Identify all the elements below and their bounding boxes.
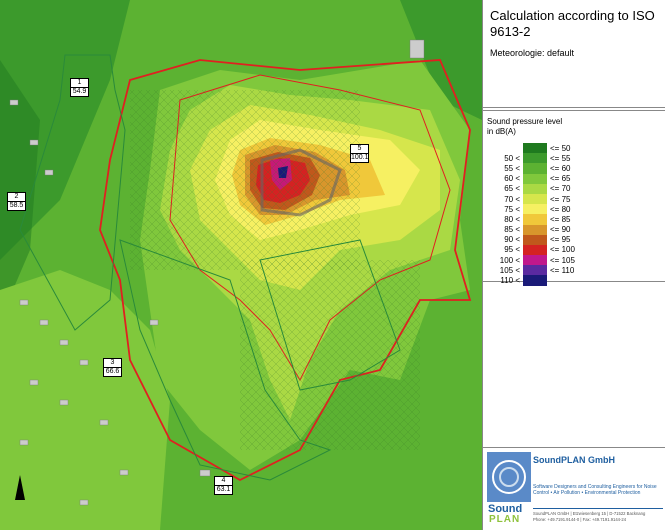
legend-swatch [523,214,547,225]
receiver-label: 4 63.1 [214,476,233,495]
title-box: Calculation according to ISO 9613-2 Mete… [483,0,665,108]
side-panel: Calculation according to ISO 9613-2 Mete… [482,0,665,530]
receiver-level: 58.5 [9,202,24,209]
legend-upper: <= 50 [550,143,571,153]
legend-row: 90 < <= 95 [487,234,661,245]
legend-swatch [523,183,547,194]
legend-lower: 50 < [504,153,520,163]
receiver-level: 54.9 [72,88,87,95]
legend-row: 65 < <= 70 [487,183,661,194]
legend-row: 70 < <= 75 [487,193,661,205]
legend-swatch [523,193,547,205]
legend-swatch [523,275,547,286]
logo-icon [487,452,531,502]
receiver-id: 3 [104,359,121,368]
legend-swatch [523,224,547,235]
receiver-level: 100.1 [351,154,369,161]
legend-lower: 60 < [504,174,520,184]
company-address: SoundPLAN GmbH | Etzwiesenberg 15 | D-71… [533,508,663,523]
receiver-level: 66.6 [105,368,120,375]
legend-upper: <= 60 [550,163,571,173]
legend-upper: <= 75 [550,194,571,204]
legend-upper: <= 95 [550,235,571,245]
legend-swatch [523,143,547,154]
legend-lower: 65 < [504,184,520,194]
company-name: SoundPLAN GmbH [533,455,615,465]
legend-lower: 110 < [500,276,520,286]
legend-lower: 105 < [499,265,520,275]
legend-upper: <= 105 [550,255,575,265]
legend-swatch [523,153,547,164]
receiver-label: 3 66.6 [103,358,122,377]
logo-bottom: PLAN [489,514,521,525]
legend-row: 75 < <= 80 [487,204,661,215]
logo-top: Sound [488,503,523,515]
legend-upper: <= 80 [550,204,571,214]
legend-lower: 55 < [504,163,520,173]
legend-upper: <= 110 [550,265,575,275]
legend-swatch [523,163,547,174]
receiver-id: 2 [8,193,25,202]
receiver-label: 5 100.1 [350,144,369,163]
receiver-label: 2 58.5 [7,192,26,211]
legend-swatch [523,255,547,266]
legend-row: <= 50 [487,143,661,154]
receiver-id: 5 [351,145,368,154]
legend-row: 60 < <= 65 [487,173,661,184]
legend-row: 85 < <= 90 [487,224,661,235]
legend-row: 55 < <= 60 [487,163,661,174]
legend-swatch [523,265,547,276]
legend-upper: <= 85 [550,214,571,224]
meteorology: Meteorologie: default [490,48,575,58]
legend: Sound pressure level in dB(A) <= 50 50 < <… [483,110,665,286]
legend-lower: 70 < [504,194,520,204]
legend-rows: <= 50 50 < <= 55 55 < <= 60 60 < <= 65 65 < <= 7… [487,143,661,286]
legend-row: 105 < <= 110 [487,265,661,276]
legend-lower: 75 < [504,204,520,214]
legend-row: 50 < <= 55 [487,153,661,164]
title: Calculation according to ISO 9613-2 [490,8,655,39]
legend-lower: 100 < [499,255,520,265]
legend-upper: <= 55 [550,153,571,163]
legend-upper: <= 90 [550,225,571,235]
legend-upper: <= 100 [550,245,575,255]
legend-row: 110 < [487,275,661,286]
legend-swatch [523,204,547,215]
legend-lower: 80 < [504,214,520,224]
legend-lower: 95 < [504,245,520,255]
address: SoundPLAN GmbH | Etzwiesenberg 15 | D-71… [533,511,646,516]
logo-box: Sound PLAN SoundPLAN GmbH Software Desig… [483,447,665,530]
legend-upper: <= 65 [550,174,571,184]
receiver-level: 63.1 [216,486,231,493]
legend-swatch [523,173,547,184]
legend-row: 95 < <= 100 [487,244,661,256]
legend-upper: <= 70 [550,184,571,194]
legend-lower: 85 < [504,225,520,235]
receiver-id: 1 [71,79,88,88]
legend-row: 100 < <= 105 [487,255,661,266]
company-tagline: Software Designers and Consulting Engine… [533,484,657,496]
legend-swatch [523,234,547,245]
phone: Phone: +49.7191.9144-0 | Fax: +49.7191.9… [533,517,627,522]
legend-lower: 90 < [504,235,520,245]
legend-swatch [523,244,547,256]
receiver-label: 1 54.9 [70,78,89,97]
receiver-id: 4 [215,477,232,486]
legend-title: Sound pressure level in dB(A) [487,117,563,136]
legend-row: 80 < <= 85 [487,214,661,225]
